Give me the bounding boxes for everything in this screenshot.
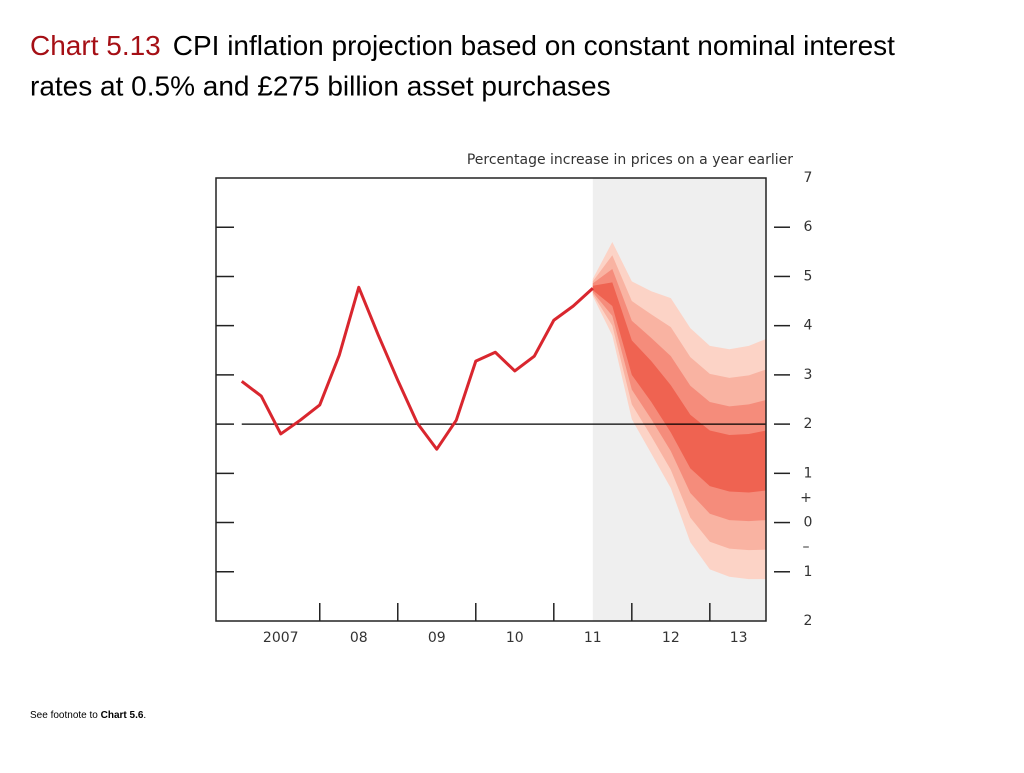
x-tick-label: 13 (730, 630, 748, 646)
y-tick-label: 1 (804, 564, 813, 580)
chart-title: Chart 5.13 CPI inflation projection based… (30, 30, 895, 61)
y-tick-label: 6 (804, 219, 813, 235)
cpi-line (240, 285, 594, 451)
x-tick-label: 10 (506, 630, 524, 646)
y-axis-label: Percentage increase in prices on a year … (467, 152, 793, 168)
x-tick-label: 09 (428, 630, 446, 646)
y-tick-label: 3 (804, 367, 813, 383)
title-number: Chart 5.13 (30, 30, 161, 61)
x-tick-label: 2007 (263, 630, 299, 646)
title-line-1: CPI inflation projection based on consta… (173, 30, 895, 61)
footnote-prefix: See footnote to (30, 710, 101, 721)
negative-sign: – (803, 539, 810, 555)
title-line-2: rates at 0.5% and £275 billion asset pur… (30, 70, 611, 101)
y-tick-label: 2 (804, 416, 813, 432)
plot-frame (215, 177, 767, 622)
x-tick-label: 08 (350, 630, 368, 646)
positive-sign: + (800, 490, 812, 506)
footnote: See footnote to Chart 5.6. (30, 710, 146, 721)
x-tick-label: 12 (662, 630, 680, 646)
fan-band (592, 282, 766, 493)
y-tick-label: 1 (804, 465, 813, 481)
footnote-suffix: . (143, 710, 146, 721)
y-tick-label: 2 (804, 613, 813, 629)
y-tick-label: 7 (804, 170, 813, 186)
y-tick-label: 5 (804, 268, 813, 284)
y-tick-label: 0 (804, 515, 813, 531)
x-tick-label: 11 (584, 630, 602, 646)
y-tick-label: 4 (804, 318, 813, 334)
footnote-ref: Chart 5.6 (101, 710, 144, 721)
